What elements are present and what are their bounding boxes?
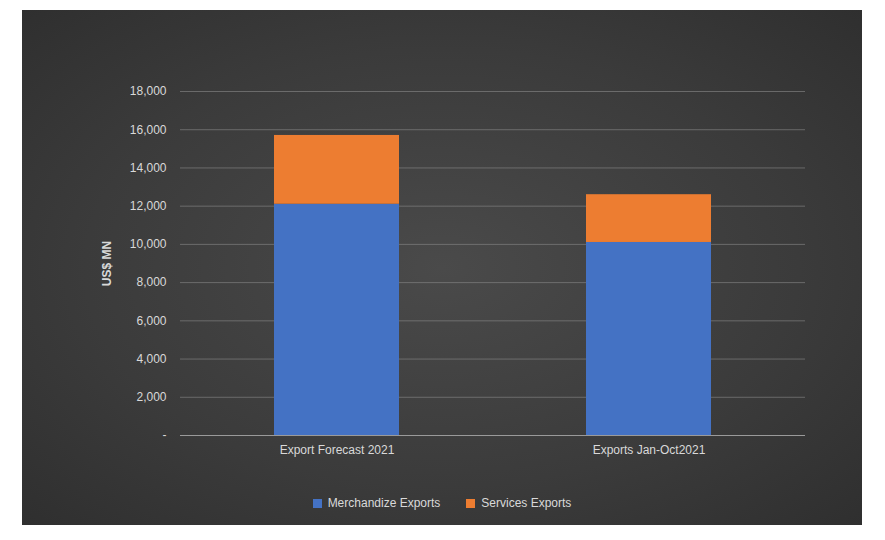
svg-text:18,000: 18,000 <box>130 84 167 98</box>
svg-text:16,000: 16,000 <box>130 123 167 137</box>
svg-text:12,000: 12,000 <box>130 199 167 213</box>
html-text:Services Exports: Services Exports <box>481 496 572 510</box>
svg-text:6,000: 6,000 <box>136 314 166 328</box>
svg-text:8,000: 8,000 <box>136 275 166 289</box>
svg-text:US$ MN: US$ MN <box>100 241 114 286</box>
html-text:Merchandize Exports: Merchandize Exports <box>327 496 441 510</box>
svg-text:2,000: 2,000 <box>136 390 166 404</box>
svg-text:-: - <box>163 428 167 442</box>
svg-text:4,000: 4,000 <box>136 352 166 366</box>
svg-text:Exports Jan-Oct2021: Exports Jan-Oct2021 <box>593 443 706 457</box>
svg-text:10,000: 10,000 <box>130 237 167 251</box>
svg-text:Export Forecast 2021: Export Forecast 2021 <box>280 443 395 457</box>
svg-text:14,000: 14,000 <box>130 161 167 175</box>
